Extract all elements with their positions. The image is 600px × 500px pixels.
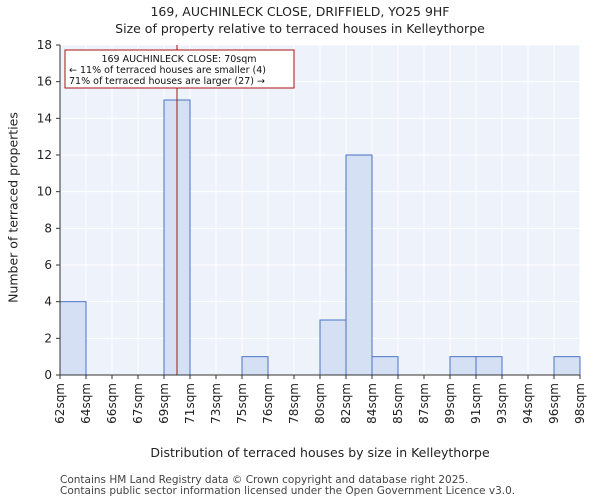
axes: 0 2 4 6 8 10 12 14 16 18 62sqm 64sqm 66sqm 67sqm 69sqm… bbox=[37, 38, 587, 424]
bars bbox=[59, 99, 581, 376]
x-tick-label: 82sqm bbox=[339, 383, 353, 424]
y-tick-label: 10 bbox=[37, 185, 52, 199]
y-tick-label: 12 bbox=[37, 148, 52, 162]
x-tick-label: 94sqm bbox=[521, 383, 535, 424]
annotation-line3: 71% of terraced houses are larger (27) → bbox=[69, 76, 265, 87]
x-tick-label: 93sqm bbox=[495, 383, 509, 424]
x-tick-label: 85sqm bbox=[391, 383, 405, 424]
x-tick-label: 84sqm bbox=[365, 383, 379, 424]
x-tick-label: 64sqm bbox=[79, 383, 93, 424]
chart-subtitle: Size of property relative to terraced ho… bbox=[115, 21, 485, 36]
chart-title: 169, AUCHINLECK CLOSE, DRIFFIELD, YO25 9… bbox=[150, 4, 450, 19]
annotation-line2: ← 11% of terraced houses are smaller (4) bbox=[69, 65, 266, 76]
x-axis-label: Distribution of terraced houses by size … bbox=[150, 445, 490, 460]
x-tick-label: 96sqm bbox=[547, 383, 561, 424]
x-tick-label: 87sqm bbox=[417, 383, 431, 424]
x-tick-label: 71sqm bbox=[183, 383, 197, 424]
annotation-box: 169 AUCHINLECK CLOSE: 70sqm ← 11% of ter… bbox=[64, 49, 295, 89]
bar bbox=[241, 356, 269, 376]
y-tick-label: 2 bbox=[44, 331, 52, 345]
annotation-line1: 169 AUCHINLECK CLOSE: 70sqm bbox=[101, 54, 256, 65]
bar bbox=[59, 301, 87, 376]
x-tick-label: 67sqm bbox=[131, 383, 145, 424]
bar bbox=[319, 319, 347, 376]
y-tick-label: 18 bbox=[37, 38, 52, 52]
y-tick-label: 14 bbox=[37, 111, 52, 125]
y-axis-label: Number of terraced properties bbox=[5, 112, 21, 303]
annotation-border bbox=[64, 49, 295, 89]
y-tick-label: 8 bbox=[44, 221, 52, 235]
x-tick-label: 66sqm bbox=[105, 383, 119, 424]
y-tick-label: 6 bbox=[44, 258, 52, 272]
footer-line2: Contains public sector information licen… bbox=[60, 485, 516, 497]
x-tick-label: 75sqm bbox=[235, 383, 249, 424]
y-tick-label: 0 bbox=[44, 368, 52, 382]
x-tick-label: 62sqm bbox=[53, 383, 67, 424]
x-tick-label: 78sqm bbox=[287, 383, 301, 424]
x-tick-label: 80sqm bbox=[313, 383, 327, 424]
footer-line1: Contains HM Land Registry data © Crown c… bbox=[60, 474, 469, 486]
x-tick-label: 91sqm bbox=[469, 383, 483, 424]
bar bbox=[345, 154, 373, 376]
x-tick-label: 76sqm bbox=[261, 383, 275, 424]
x-tick-label: 89sqm bbox=[443, 383, 457, 424]
x-tick-label: 98sqm bbox=[573, 383, 587, 424]
y-tick-label: 16 bbox=[37, 75, 52, 89]
y-tick-label: 4 bbox=[44, 295, 52, 309]
bar bbox=[449, 356, 477, 376]
bar bbox=[475, 356, 503, 376]
bar bbox=[553, 356, 581, 376]
x-tick-label: 73sqm bbox=[209, 383, 223, 424]
bar bbox=[371, 356, 399, 376]
x-tick-label: 69sqm bbox=[157, 383, 171, 424]
